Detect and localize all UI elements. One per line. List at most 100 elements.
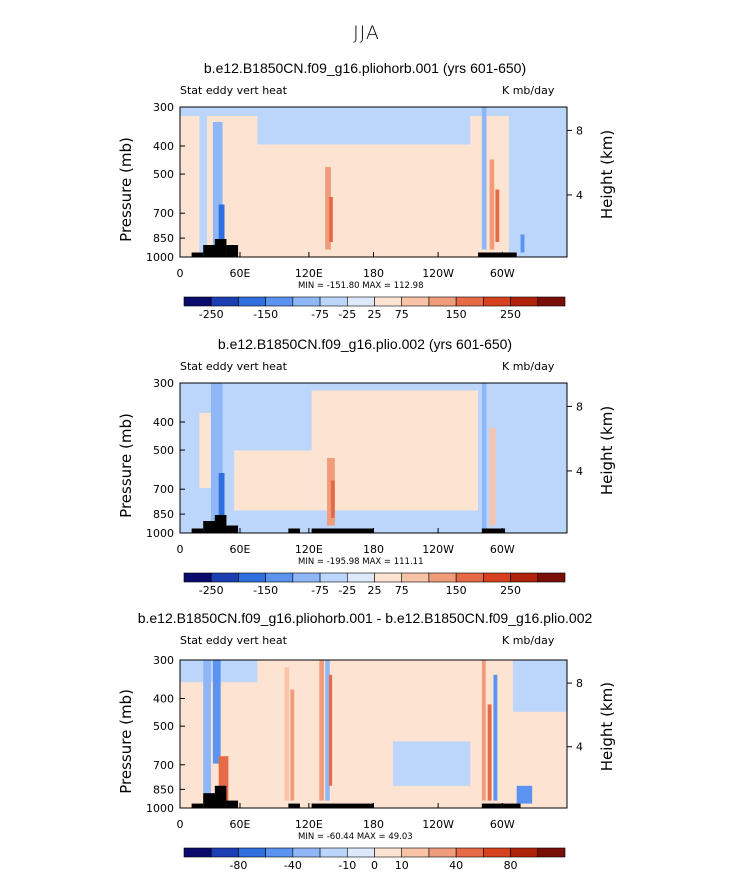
contour-band [495, 189, 500, 242]
topography-mask [191, 528, 204, 533]
colorbar-swatch [319, 296, 348, 307]
contour-band [516, 785, 533, 804]
positive-region [234, 450, 312, 511]
x-tick-label: 60E [230, 267, 251, 280]
colorbar-swatch [238, 296, 266, 307]
y2-axis-label: Height (km) [598, 130, 616, 219]
y2-tick-label: 4 [576, 741, 583, 754]
colorbar-label: 150 [446, 308, 467, 321]
panel-3-units-label: K mb/day [502, 634, 555, 647]
positive-region [311, 390, 478, 511]
colorbar-swatch [183, 572, 212, 583]
contour-band [493, 674, 498, 801]
colorbar-label: -250 [199, 308, 224, 321]
colorbar-label: 25 [368, 584, 382, 597]
colorbar-swatch [455, 572, 484, 583]
contour-band [330, 480, 335, 518]
negative-region [508, 107, 567, 257]
y-tick-label: 1000 [146, 527, 174, 540]
colorbar-swatch [346, 572, 375, 583]
y2-axis-label: Height (km) [598, 406, 616, 495]
colorbar-label: -75 [311, 308, 329, 321]
y-tick-label: 700 [153, 483, 174, 496]
colorbar-label: -150 [253, 584, 278, 597]
panel-3-min-max: MIN = -60.44 MAX = 49.03 [298, 832, 413, 842]
colorbar-label: 150 [446, 584, 467, 597]
colorbar-swatch [292, 572, 321, 583]
colorbar-swatch [455, 296, 484, 307]
colorbar-label: 250 [500, 584, 521, 597]
colorbar-swatch [510, 296, 539, 307]
colorbar-swatch [537, 296, 566, 307]
contour-band [212, 122, 223, 254]
contour-band [481, 660, 486, 801]
colorbar-swatch [428, 296, 457, 307]
colorbar-label: 250 [500, 308, 521, 321]
colorbar-swatch [374, 572, 403, 583]
colorbar-swatch [537, 847, 566, 858]
colorbar-swatch [319, 847, 348, 858]
figure-title: JJA [353, 22, 380, 44]
contour-band [319, 660, 324, 801]
x-tick-label: 60W [490, 543, 515, 556]
contour-band [328, 197, 333, 242]
topography-mask [226, 525, 239, 533]
topography-mask [214, 239, 227, 257]
panel-2-title: b.e12.B1850CN.f09_g16.plio.002 (yrs 601-… [217, 336, 513, 352]
panel-1-title: b.e12.B1850CN.f09_g16.pliohorb.001 (yrs … [203, 60, 527, 76]
panel-3-variable-label: Stat eddy vert heat [180, 634, 287, 647]
topography-mask [481, 528, 506, 533]
colorbar-label: -25 [338, 584, 356, 597]
contour-band [489, 428, 496, 526]
topography-mask [288, 528, 300, 533]
colorbar-swatch [292, 847, 321, 858]
y2-tick-label: 8 [576, 124, 583, 137]
colorbar-swatch [319, 572, 348, 583]
colorbar-swatch [346, 296, 375, 307]
colorbar-label: 75 [395, 308, 409, 321]
contour-band [210, 383, 223, 530]
negative-region [392, 741, 471, 786]
negative-region [512, 660, 567, 712]
colorbar-label: -150 [253, 308, 278, 321]
colorbar-swatch [183, 847, 212, 858]
y-tick-label: 300 [153, 101, 174, 114]
colorbar-swatch [428, 572, 457, 583]
colorbar-swatch [210, 847, 239, 858]
x-tick-label: 120E [295, 818, 323, 831]
contour-band [290, 689, 295, 801]
y2-tick-label: 8 [576, 400, 583, 413]
y2-tick-label: 4 [576, 465, 583, 478]
colorbar-label: -75 [311, 584, 329, 597]
y-tick-label: 850 [153, 783, 174, 796]
colorbar-swatch [183, 296, 212, 307]
y-tick-label: 1000 [146, 251, 174, 264]
panel-1-variable-label: Stat eddy vert heat [180, 84, 287, 97]
colorbar-label: -80 [229, 859, 247, 872]
contour-band [520, 234, 525, 253]
colorbar-label: -40 [284, 859, 302, 872]
contour-band [212, 660, 221, 764]
y-axis-label: Pressure (mb) [117, 413, 135, 518]
colorbar-swatch [265, 572, 294, 583]
topography-mask [481, 803, 521, 808]
panel-2-variable-label: Stat eddy vert heat [180, 360, 287, 373]
colorbar-swatch [455, 847, 484, 858]
x-tick-label: 60W [490, 267, 515, 280]
colorbar-label: 0 [371, 859, 378, 872]
y-axis-label: Pressure (mb) [117, 689, 135, 794]
panel-1-min-max: MIN = -151.80 MAX = 112.98 [298, 281, 424, 291]
y-tick-label: 400 [153, 692, 174, 705]
y-tick-label: 850 [153, 508, 174, 521]
x-tick-label: 120W [422, 267, 454, 280]
topography-mask [226, 800, 239, 808]
panel-2-min-max: MIN = -195.98 MAX = 111.11 [298, 557, 424, 567]
y-tick-label: 500 [153, 444, 174, 457]
contour-band [218, 204, 225, 253]
x-tick-label: 120W [422, 818, 454, 831]
topography-mask [191, 803, 204, 808]
x-tick-label: 60E [230, 818, 251, 831]
y-tick-label: 700 [153, 207, 174, 220]
colorbar-label: 10 [395, 859, 409, 872]
colorbar-swatch [238, 847, 266, 858]
